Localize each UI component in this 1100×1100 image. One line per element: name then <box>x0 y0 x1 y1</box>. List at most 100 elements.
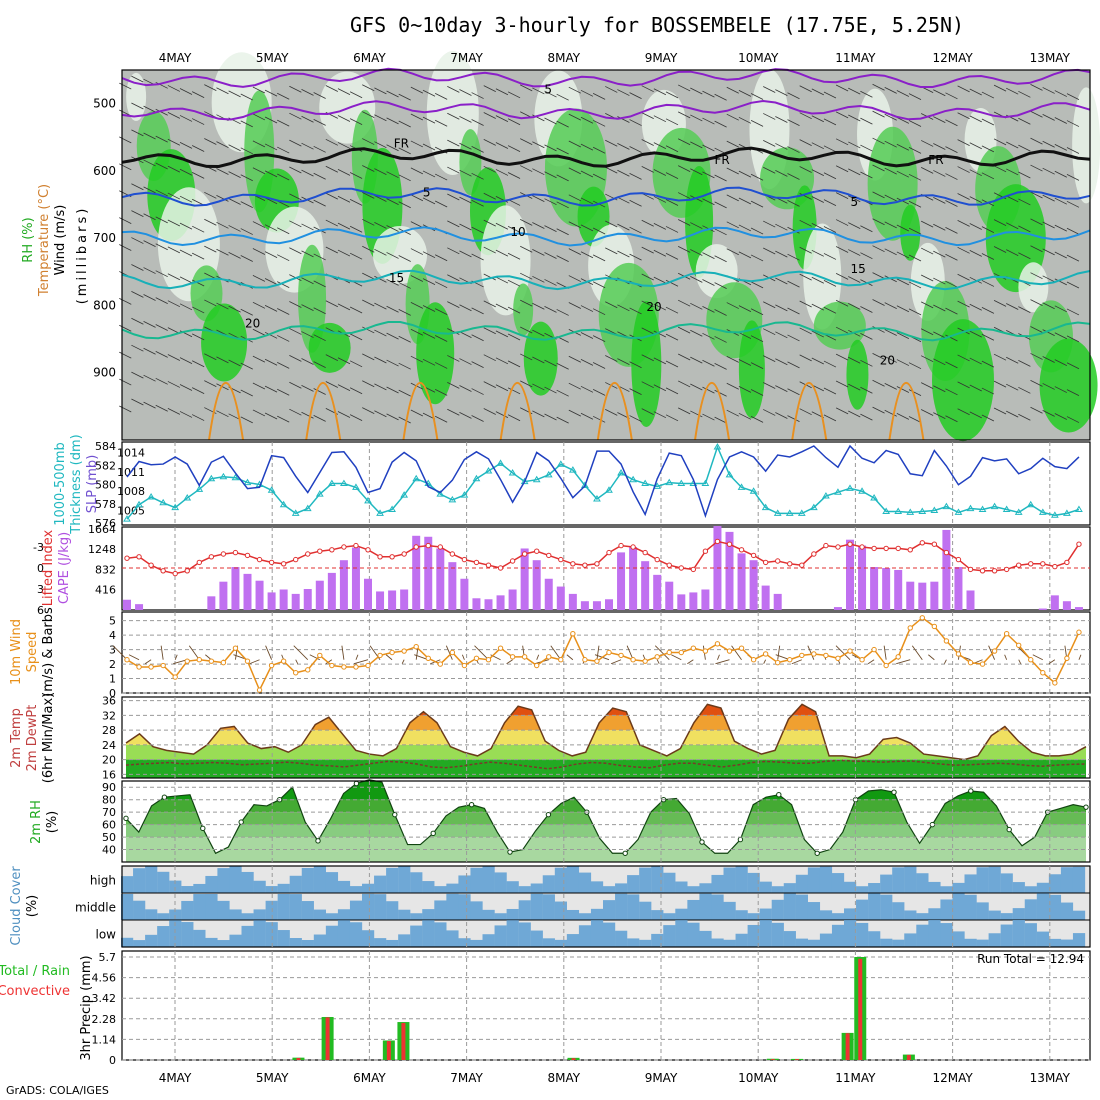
wind-barb <box>337 168 351 176</box>
cloud-cover-bar <box>325 872 339 893</box>
wind-barb <box>787 200 800 207</box>
wind-barb <box>289 85 302 93</box>
wind-barb <box>550 645 562 660</box>
wind-barb <box>653 222 667 230</box>
cloud-cover-bar <box>157 913 170 920</box>
wind-barb <box>823 199 837 206</box>
wind-barb <box>422 278 436 285</box>
wind-barb <box>811 169 824 176</box>
wind-barb <box>775 331 788 339</box>
wind-barb <box>726 409 739 417</box>
wind-barb <box>726 113 739 121</box>
wind-barb <box>763 328 776 336</box>
cloud-cover-bar <box>651 910 664 920</box>
wind-barb <box>911 645 923 660</box>
wind-barb <box>690 249 703 256</box>
wind-barb <box>544 171 557 179</box>
cloud-cover-bar <box>699 883 712 893</box>
wind-barb <box>434 362 448 369</box>
wind-barb <box>884 248 897 256</box>
wind-barb <box>677 138 691 146</box>
wind-barb <box>1066 254 1080 262</box>
wind-speed-series-point <box>558 657 564 663</box>
wind-barb <box>313 415 326 422</box>
cape-bar <box>255 580 264 610</box>
wind-barb <box>714 120 727 128</box>
wind-barb <box>726 248 739 256</box>
wind-barb <box>799 85 812 93</box>
wind-barb <box>993 165 1007 173</box>
wind-barb <box>872 191 885 199</box>
wind-barb <box>495 384 509 392</box>
isotherm-warm-lobe <box>305 382 342 441</box>
cloud-cover-bar <box>289 894 302 920</box>
cloud-cover-bar <box>1060 867 1074 893</box>
cloud-cover-bar <box>434 900 447 920</box>
wind-barb <box>811 330 824 338</box>
wind-barb <box>313 307 326 315</box>
cloud-cover-bar <box>940 899 953 920</box>
wind-barb <box>447 139 460 147</box>
wind-barb <box>1042 87 1055 94</box>
wind-barb <box>204 218 217 226</box>
cloud-cover-bar <box>133 868 146 893</box>
cape-bar <box>773 593 782 610</box>
thickness-series-point <box>581 481 589 488</box>
cloud-cover-bar <box>856 886 869 893</box>
cloud-cover-bar <box>663 925 676 947</box>
wind-barb <box>763 139 776 147</box>
wind-barb <box>823 360 837 368</box>
wind-barb <box>191 118 205 125</box>
wind-barb <box>410 113 424 121</box>
lifted-index-series-point <box>618 542 624 549</box>
cloud-cover-bar <box>578 925 592 947</box>
wind-barb <box>738 170 752 178</box>
wind-barb <box>556 389 569 397</box>
wind-barb <box>1018 386 1031 394</box>
wind-barb <box>410 86 424 94</box>
cape-bar <box>833 607 842 610</box>
pressure-tick-label: 800 <box>93 298 116 312</box>
thickness-series-point <box>568 466 577 473</box>
wind-speed-series-point <box>317 652 323 659</box>
wind-barb <box>860 117 873 125</box>
lifted-index-series-point <box>787 561 793 567</box>
thickness-series-point <box>376 509 384 516</box>
wind-barb <box>301 169 314 177</box>
wind-barb <box>957 220 970 227</box>
wind-barb <box>677 192 691 199</box>
cloud-cover-bar <box>313 866 326 893</box>
wind-barb <box>313 119 326 126</box>
wind-barb <box>1054 413 1067 420</box>
wind-barb <box>848 303 861 310</box>
wind-barb <box>835 380 849 388</box>
date-tick-bottom: 13MAY <box>1030 1071 1071 1085</box>
wind-barb <box>568 248 581 256</box>
lifted-index-series-point <box>184 568 190 574</box>
contour-label: 15 <box>389 271 404 285</box>
wind-barb <box>179 141 193 149</box>
wind-barb <box>811 223 824 230</box>
cloud-cover-bar <box>735 866 748 893</box>
wind-barb <box>144 659 152 665</box>
wind-barb <box>495 142 509 149</box>
wind-barb <box>507 252 521 260</box>
cloud-cover-bar <box>193 929 206 947</box>
wind-barb <box>933 223 946 231</box>
wind-barb <box>143 186 156 194</box>
cloud-cover-bar <box>675 908 688 920</box>
cape-bar <box>737 553 746 610</box>
wind-speed-series-point <box>353 664 359 670</box>
lifted-index-series-point <box>666 562 672 568</box>
cloud-cover-bar <box>771 922 784 947</box>
wind-barb <box>690 383 703 391</box>
wind-barb <box>945 253 958 261</box>
cloud-cover-bar <box>121 937 134 947</box>
cloud-cover-bar <box>446 893 459 920</box>
wind-tick-label: 5 <box>109 615 116 628</box>
wind-barb <box>1054 117 1067 124</box>
wind-barb <box>957 408 970 416</box>
wind-barb <box>337 115 351 122</box>
thickness-series-point <box>761 503 770 511</box>
wind-barb <box>714 174 727 182</box>
